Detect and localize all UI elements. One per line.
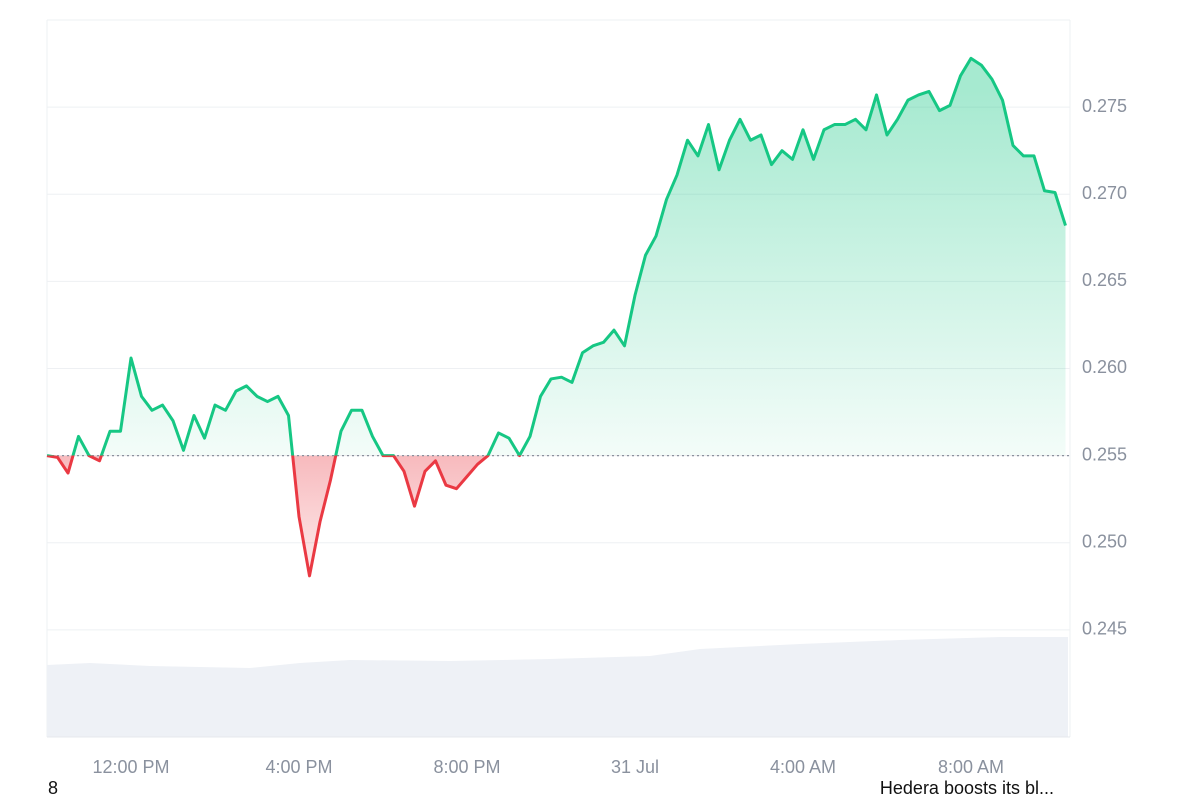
price-area [47,58,1066,576]
price-line [46,56,1067,578]
y-tick-label: 0.275 [1082,96,1127,116]
x-tick-label: 4:00 PM [265,757,332,777]
news-headline: Hedera boosts its bl... [880,778,1054,798]
volume-area [47,637,1068,737]
x-tick-label: 8:00 AM [938,757,1004,777]
y-tick-label: 0.265 [1082,270,1127,290]
y-tick-label: 0.260 [1082,357,1127,377]
y-tick-label: 0.270 [1082,183,1127,203]
y-tick-label: 0.255 [1082,444,1127,464]
y-tick-label: 0.250 [1082,531,1127,551]
x-tick-label: 8:00 PM [433,757,500,777]
x-tick-label: 12:00 PM [92,757,169,777]
x-tick-label: 31 Jul [611,757,659,777]
y-tick-label: 0.245 [1082,619,1127,639]
x-tick-label: 4:00 AM [770,757,836,777]
footer-left: 8 [48,778,58,798]
